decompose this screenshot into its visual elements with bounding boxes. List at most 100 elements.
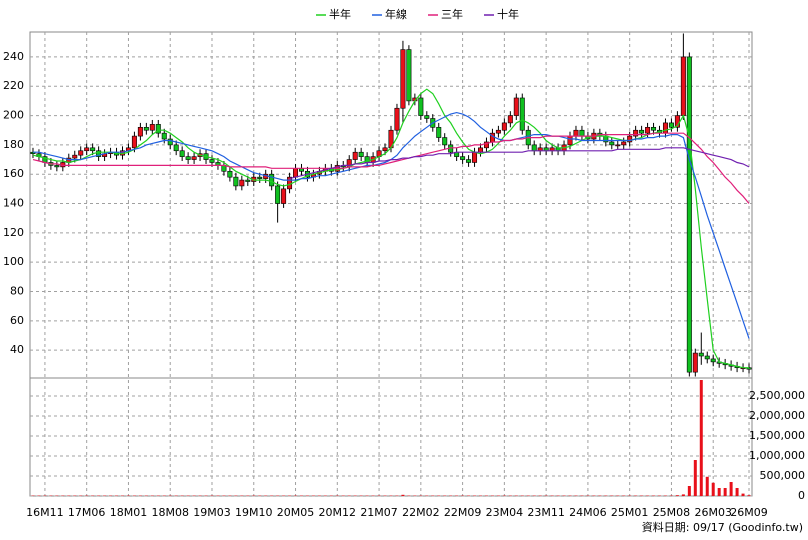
candle-body [287, 176, 293, 190]
candle-body [633, 129, 639, 137]
candle-body [579, 129, 585, 137]
x-tick-label: 25M01 [611, 506, 649, 519]
legend-label: 年線 [385, 7, 407, 21]
candle-body [483, 141, 489, 149]
volume-bar [741, 493, 745, 496]
candle-body [692, 352, 698, 373]
candle-body [209, 159, 215, 163]
candle-body [239, 179, 245, 187]
candle-body [30, 151, 36, 154]
candle-body [531, 144, 537, 152]
candle-body [131, 135, 137, 149]
legend-label: 半年 [329, 7, 351, 21]
volume-bar [401, 494, 405, 496]
candle-body [609, 141, 615, 146]
candle-body [269, 173, 275, 187]
candle-body [227, 170, 233, 178]
y2-tick-label: 1,500,000 [749, 429, 805, 442]
candle-body [179, 150, 185, 157]
x-tick-label: 21M07 [360, 506, 398, 519]
x-tick-label: 22M02 [402, 506, 440, 519]
candle-body [143, 126, 149, 131]
candle-body [161, 132, 167, 140]
candle-body [400, 49, 406, 109]
volume-bar [693, 460, 697, 496]
legend-label: 三年 [441, 7, 463, 21]
y2-tick-label: 1,000,000 [749, 449, 805, 462]
candle-body [185, 156, 191, 160]
volume-bar [747, 495, 751, 496]
y-tick-label: 60 [10, 314, 24, 327]
x-tick-label: 20M12 [319, 506, 357, 519]
x-tick-label: 23M04 [486, 506, 524, 519]
candle-body [84, 147, 90, 152]
y-tick-label: 200 [3, 109, 24, 122]
y-tick-label: 180 [3, 138, 24, 151]
volume-bar [675, 495, 679, 496]
ma-line [289, 147, 750, 180]
candle-body [519, 97, 525, 131]
x-tick-label: 19M03 [193, 506, 231, 519]
candle-body [418, 97, 424, 116]
candle-body [639, 129, 645, 134]
y-tick-label: 40 [10, 343, 24, 356]
candle-body [686, 56, 692, 373]
candle-body [281, 188, 287, 204]
candle-body [621, 141, 627, 146]
candle-body [460, 156, 466, 160]
volume-bar [705, 476, 709, 496]
x-tick-label: 19M10 [235, 506, 273, 519]
candle-body [573, 129, 579, 137]
y2-tick-label: 500,000 [760, 469, 806, 482]
x-tick-label: 25M08 [653, 506, 691, 519]
candle-body [710, 358, 716, 363]
candle-body [137, 126, 143, 137]
volume-bar [711, 482, 715, 496]
plot-frame [29, 31, 753, 497]
candle-body [746, 367, 752, 370]
candle-body [173, 144, 179, 152]
candle-body [155, 124, 161, 134]
y-tick-label: 140 [3, 197, 24, 210]
candle-body [406, 49, 412, 102]
y2-tick-label: 2,500,000 [749, 389, 805, 402]
candle-body [645, 126, 651, 134]
x-tick-label: 18M08 [151, 506, 189, 519]
candle-body [382, 147, 388, 152]
x-tick-label: 16M11 [26, 506, 64, 519]
candle-body [698, 352, 704, 357]
volume-bar [735, 488, 739, 496]
candle-body [567, 135, 573, 146]
candle-body [495, 129, 501, 134]
candle-body [352, 151, 358, 160]
candle-body [704, 355, 710, 360]
candle-body [668, 122, 674, 128]
y-tick-label: 240 [3, 50, 24, 63]
x-tick-label: 24M06 [569, 506, 607, 519]
volume-bar [687, 486, 691, 496]
candle-body [394, 107, 400, 131]
y-tick-label: 100 [3, 255, 24, 268]
candle-body [72, 154, 78, 159]
candle-body [293, 168, 299, 178]
candle-body [358, 151, 364, 157]
volume-bar [699, 380, 703, 496]
candle-body [149, 124, 155, 131]
x-tick-label: 17M06 [68, 506, 106, 519]
candle-body [680, 56, 686, 116]
ma-line [32, 132, 750, 204]
candle-body [662, 122, 668, 134]
candle-body [501, 122, 507, 131]
footer: 資料日期: 09/17 (Goodinfo.tw) [642, 520, 803, 534]
candle-body [627, 135, 633, 143]
y-tick-label: 80 [10, 285, 24, 298]
volume-bar [729, 482, 733, 496]
candle-body [90, 147, 96, 152]
candle-body [78, 150, 84, 156]
y-tick-label: 220 [3, 79, 24, 92]
candle-body [651, 126, 657, 131]
candle-body [478, 147, 484, 153]
x-tick-label: 26M03 [694, 506, 732, 519]
y-tick-label: 120 [3, 226, 24, 239]
volume-bar [681, 494, 685, 496]
